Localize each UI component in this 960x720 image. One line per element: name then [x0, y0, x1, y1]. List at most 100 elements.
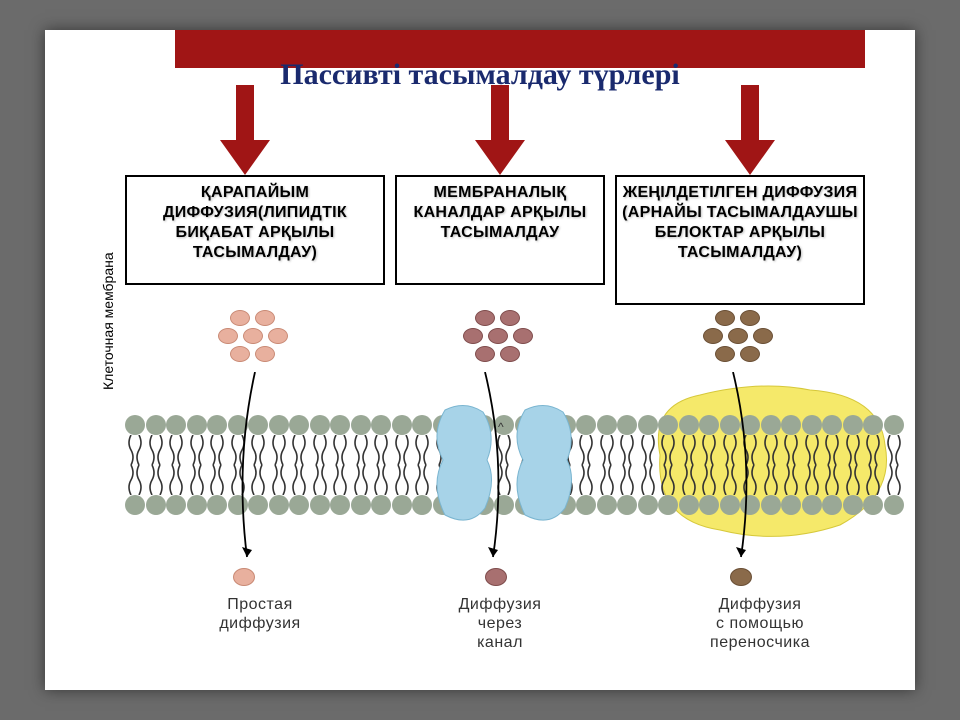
molecule-icon [715, 346, 735, 362]
label-line: Диффузия [719, 596, 802, 613]
phospholipid-head [658, 415, 678, 435]
phospholipid-tails [392, 435, 412, 495]
type-simple-diffusion: ҚАРАПАЙЫМ ДИФФУЗИЯ(ЛИПИДТІК БИҚАБАТ АРҚЫ… [125, 175, 385, 285]
label-line: диффузия [219, 615, 300, 632]
phospholipid-head [166, 495, 186, 515]
type-facilitated-diffusion: ЖЕҢІЛДЕТІЛГЕН ДИФФУЗИЯ (АРНАЙЫ ТАСЫМАЛДА… [615, 175, 865, 305]
molecule-icon [463, 328, 483, 344]
phospholipid-tails [146, 435, 166, 495]
phospholipid-head [351, 415, 371, 435]
phospholipid-head [843, 495, 863, 515]
phospholipid-head [822, 415, 842, 435]
phospholipid-tails [125, 435, 145, 495]
phospholipid-tails [371, 435, 391, 495]
phospholipid-head [884, 495, 904, 515]
phospholipid-tails [187, 435, 207, 495]
molecule-icon [740, 346, 760, 362]
molecule-bottom-3 [730, 568, 752, 586]
molecule-bottom-2 [485, 568, 507, 586]
slide: Пассивті тасымалдау түрлері ҚАРАПАЙЫМ ДИ… [45, 30, 915, 690]
phospholipid-head [187, 495, 207, 515]
molecule-icon [488, 328, 508, 344]
molecule-icon [703, 328, 723, 344]
label-line: с помощью [716, 615, 804, 632]
phospholipid-tails [658, 435, 678, 495]
phospholipid-head [802, 415, 822, 435]
phospholipid-head [125, 495, 145, 515]
phospholipid-head [802, 495, 822, 515]
phospholipid-head [863, 415, 883, 435]
molecule-icon [728, 328, 748, 344]
flow-arrow-3 [713, 372, 773, 572]
label-line: Диффузия [459, 596, 542, 613]
phospholipid-head [371, 415, 391, 435]
phospholipid-head [125, 415, 145, 435]
phospholipid-head [843, 415, 863, 435]
molecule-icon [513, 328, 533, 344]
molecule-cluster-1 [210, 310, 300, 370]
arrow-2 [475, 85, 525, 175]
flow-arrow-1 [215, 372, 275, 572]
phospholipid-head [371, 495, 391, 515]
phospholipid-tails [781, 435, 801, 495]
label-line: канал [477, 634, 523, 651]
phospholipid-tails [310, 435, 330, 495]
type-label: ҚАРАПАЙЫМ ДИФФУЗИЯ(ЛИПИДТІК БИҚАБАТ АРҚЫ… [163, 184, 347, 261]
molecule-icon [715, 310, 735, 326]
phospholipid-head [884, 415, 904, 435]
molecule-cluster-2 [455, 310, 545, 370]
molecule-icon [230, 310, 250, 326]
molecule-icon [218, 328, 238, 344]
molecule-icon [740, 310, 760, 326]
phospholipid-head [289, 495, 309, 515]
label-line: через [478, 615, 523, 632]
type-channel-diffusion: МЕМБРАНАЛЫҚ КАНАЛДАР АРҚЫЛЫ ТАСЫМАЛДАУ [395, 175, 605, 285]
phospholipid-head [289, 415, 309, 435]
molecule-icon [268, 328, 288, 344]
phospholipid-tails [638, 435, 658, 495]
phospholipid-head [638, 495, 658, 515]
phospholipid-head [330, 415, 350, 435]
molecule-icon [753, 328, 773, 344]
phospholipid-tails [617, 435, 637, 495]
phospholipid-tails [884, 435, 904, 495]
phospholipid-head [658, 495, 678, 515]
membrane-diagram: ^ Простая диффузия Диффузия через канал … [125, 300, 915, 660]
phospholipid-tails [822, 435, 842, 495]
caret-mark: ^ [498, 420, 504, 434]
molecule-icon [475, 346, 495, 362]
phospholipid-head [597, 495, 617, 515]
type-label: МЕМБРАНАЛЫҚ КАНАЛДАР АРҚЫЛЫ ТАСЫМАЛДАУ [414, 184, 587, 241]
molecule-bottom-1 [233, 568, 255, 586]
phospholipid-tails [679, 435, 699, 495]
flow-arrow-2 [465, 372, 525, 572]
label-channel-diffusion: Диффузия через канал [425, 595, 575, 653]
phospholipid-head [351, 495, 371, 515]
phospholipid-tails [802, 435, 822, 495]
phospholipid-head [310, 495, 330, 515]
phospholipid-head [310, 415, 330, 435]
molecule-icon [500, 346, 520, 362]
phospholipid-head [617, 495, 637, 515]
phospholipid-head [392, 415, 412, 435]
molecule-cluster-3 [695, 310, 785, 370]
phospholipid-tails [166, 435, 186, 495]
arrow-3 [725, 85, 775, 175]
phospholipid-tails [597, 435, 617, 495]
molecule-icon [255, 310, 275, 326]
phospholipid-head [330, 495, 350, 515]
phospholipid-head [781, 495, 801, 515]
phospholipid-head [146, 415, 166, 435]
molecule-icon [243, 328, 263, 344]
molecule-icon [500, 310, 520, 326]
molecule-icon [230, 346, 250, 362]
phospholipid-head [679, 495, 699, 515]
phospholipid-head [863, 495, 883, 515]
phospholipid-head [781, 415, 801, 435]
phospholipid-head [597, 415, 617, 435]
phospholipid-head [392, 495, 412, 515]
phospholipid-head [822, 495, 842, 515]
label-carrier-diffusion: Диффузия с помощью переносчика [670, 595, 850, 653]
phospholipid-head [166, 415, 186, 435]
label-line: Простая [227, 596, 293, 613]
